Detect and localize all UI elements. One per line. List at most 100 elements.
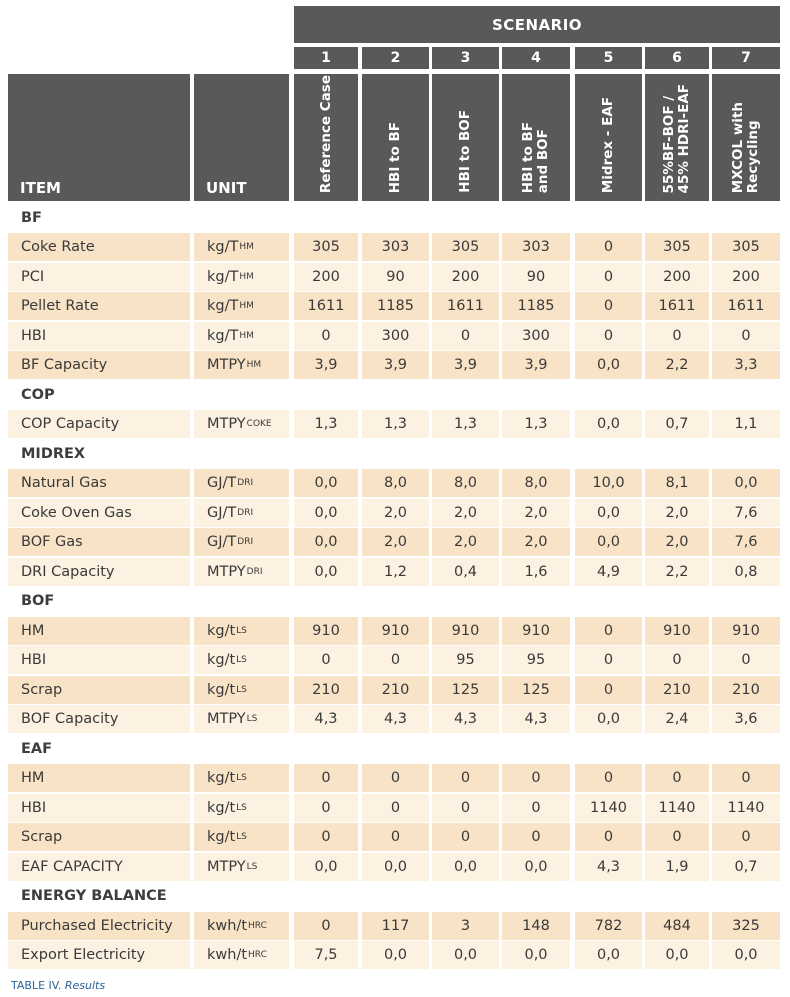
value-cell: 0,8 <box>712 557 780 586</box>
value-cell: 200 <box>645 262 709 291</box>
value-cell: 2,0 <box>432 528 499 556</box>
value-cell: 0 <box>645 321 709 350</box>
value-cell: 910 <box>362 616 429 645</box>
row-unit: kwh/t HRC <box>194 941 289 969</box>
value-cell: 210 <box>294 675 358 704</box>
value-cell: 0 <box>432 793 499 822</box>
value-cell: 200 <box>432 262 499 291</box>
value-cell: 0,7 <box>645 410 709 438</box>
scenario-number-7: 7 <box>712 47 780 69</box>
unit-subscript: HM <box>246 360 262 370</box>
value-cell: 0,0 <box>294 852 358 881</box>
row-unit: kg/t LS <box>194 646 289 674</box>
value-cell: 0,0 <box>645 941 709 969</box>
section-title: ENERGY BALANCE <box>21 888 167 904</box>
row-unit: GJ/T DRI <box>194 469 289 497</box>
value-cell: 0,0 <box>294 469 358 497</box>
unit-main: kwh/t <box>207 917 248 934</box>
scenario-name-header-3: HBI to BOF <box>432 74 499 201</box>
value-cell: 3,9 <box>294 351 358 379</box>
value-cell: 0,0 <box>712 941 780 969</box>
value-cell: 3,3 <box>712 351 780 379</box>
scenario-name-header-2: HBI to BF <box>362 74 429 201</box>
value-cell: 1,2 <box>362 557 429 586</box>
value-cell: 4,3 <box>502 705 570 733</box>
value-cell: 0 <box>362 823 429 851</box>
row-item: HBI <box>8 321 190 350</box>
value-cell: 0,0 <box>362 941 429 969</box>
row-item: HBI <box>8 646 190 674</box>
value-cell: 0 <box>362 764 429 792</box>
value-cell: 8,0 <box>362 469 429 497</box>
row-unit: kg/t LS <box>194 793 289 822</box>
value-cell: 0 <box>575 233 642 261</box>
value-cell: 2,2 <box>645 557 709 586</box>
unit-subscript: LS <box>246 714 258 724</box>
section-title: MIDREX <box>21 445 86 462</box>
scenario-name-header-6: 55%BF-BOF / 45% HDRI-EAF <box>645 74 709 201</box>
caption-title: Results <box>64 979 106 992</box>
scenario-name-header-5: Midrex - EAF <box>575 74 642 201</box>
unit-main: kg/T <box>207 268 239 285</box>
value-cell: 1,3 <box>502 410 570 438</box>
unit-main: MTPY <box>207 416 246 432</box>
row-unit: kg/t LS <box>194 823 289 851</box>
value-cell: 3,9 <box>362 351 429 379</box>
row-unit: kg/T HM <box>194 233 289 261</box>
value-cell: 303 <box>362 233 429 261</box>
row-unit: GJ/T DRI <box>194 528 289 556</box>
value-cell: 0 <box>575 262 642 291</box>
row-unit: MTPY LS <box>194 705 289 733</box>
value-cell: 8,1 <box>645 469 709 497</box>
scenario-number-5: 5 <box>575 47 642 69</box>
row-item: DRI Capacity <box>8 557 190 586</box>
row-item: HBI <box>8 793 190 822</box>
value-cell: 117 <box>362 911 429 940</box>
value-cell: 2,0 <box>362 528 429 556</box>
value-cell: 2,0 <box>362 498 429 527</box>
value-cell: 200 <box>294 262 358 291</box>
value-cell: 910 <box>645 616 709 645</box>
row-unit: kg/T HM <box>194 321 289 350</box>
unit-main: kwh/t <box>207 947 248 963</box>
value-cell: 300 <box>502 321 570 350</box>
value-cell: 0,0 <box>575 498 642 527</box>
value-cell: 484 <box>645 911 709 940</box>
value-cell: 1,3 <box>432 410 499 438</box>
row-unit: kg/T HM <box>194 262 289 291</box>
scenario-name-header-1: Reference Case <box>294 74 358 201</box>
unit-subscript: DRI <box>237 507 254 518</box>
value-cell: 0 <box>575 764 642 792</box>
row-item: Export Electricity <box>8 941 190 969</box>
value-cell: 305 <box>432 233 499 261</box>
value-cell: 90 <box>362 262 429 291</box>
unit-main: MTPY <box>207 858 246 875</box>
scenario-name-header-4: HBI to BF and BOF <box>502 74 570 201</box>
value-cell: 0,7 <box>712 852 780 881</box>
value-cell: 1185 <box>362 292 429 320</box>
scenario-name-5: Midrex - EAF <box>600 96 616 193</box>
value-cell: 0 <box>575 292 642 320</box>
unit-subscript: LS <box>236 625 247 636</box>
value-cell: 4,9 <box>575 557 642 586</box>
section-title: BOF <box>21 593 55 609</box>
row-unit: MTPY COKE <box>194 410 289 438</box>
value-cell: 2,0 <box>645 528 709 556</box>
value-cell: 0 <box>502 764 570 792</box>
value-cell: 910 <box>432 616 499 645</box>
value-cell: 0 <box>432 823 499 851</box>
value-cell: 0 <box>712 823 780 851</box>
unit-main: kg/T <box>207 327 239 344</box>
row-item: Coke Oven Gas <box>8 498 190 527</box>
value-cell: 95 <box>432 646 499 674</box>
value-cell: 2,0 <box>502 528 570 556</box>
scenario-name-2: HBI to BF <box>387 121 403 193</box>
value-cell: 1185 <box>502 292 570 320</box>
unit-subscript: LS <box>236 655 247 665</box>
value-cell: 910 <box>294 616 358 645</box>
value-cell: 910 <box>712 616 780 645</box>
value-cell: 0 <box>502 823 570 851</box>
row-unit: kg/t LS <box>194 616 289 645</box>
value-cell: 7,6 <box>712 498 780 527</box>
value-cell: 1611 <box>294 292 358 320</box>
